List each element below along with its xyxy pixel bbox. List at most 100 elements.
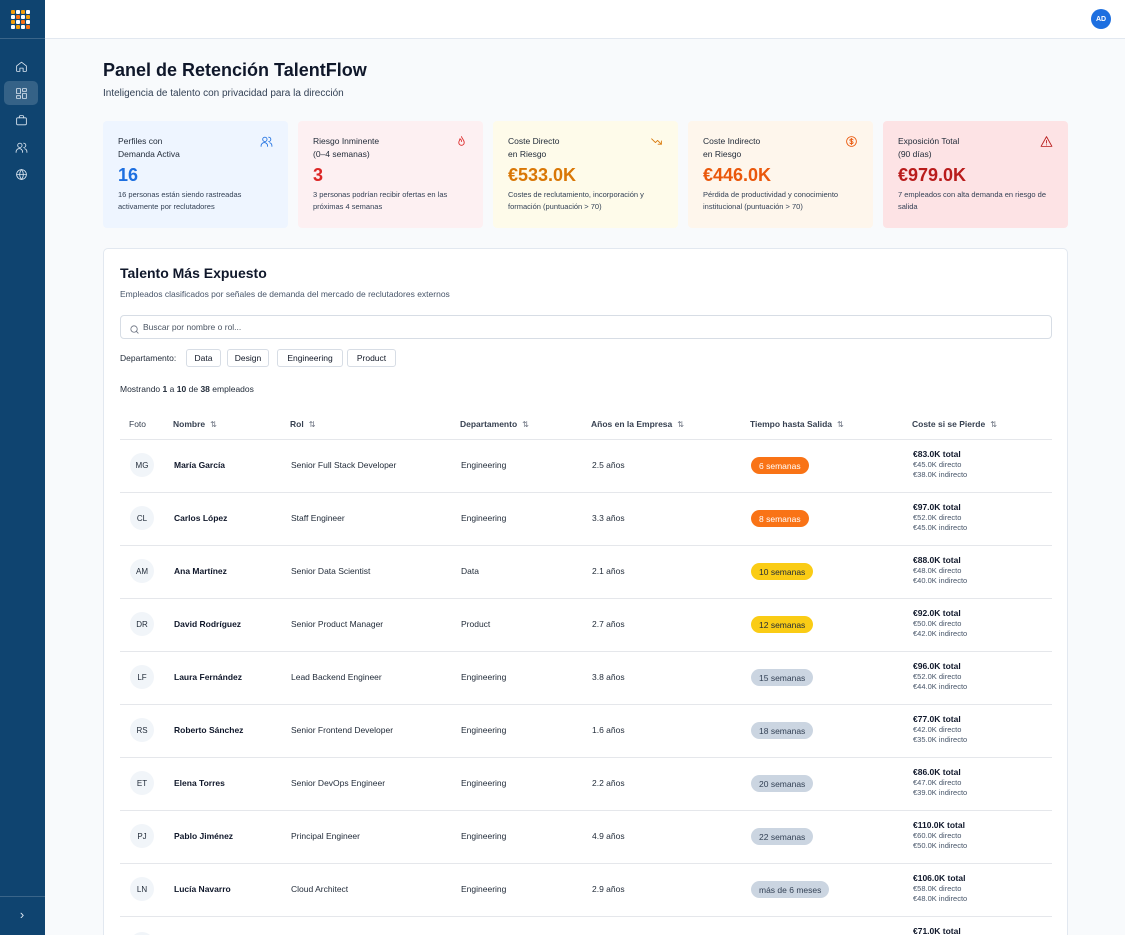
kpi-value: €446.0K xyxy=(703,165,772,185)
kpi-value: €533.0K xyxy=(508,165,577,185)
avatar: LF xyxy=(130,665,154,689)
row-divider xyxy=(120,598,1052,599)
column-header[interactable]: Departamento ⇅ xyxy=(460,419,529,429)
department-filter-label: Departamento: xyxy=(120,353,177,363)
row-divider xyxy=(120,916,1052,917)
table-row[interactable]: MG María García Senior Full Stack Develope… xyxy=(104,439,1069,492)
employee-department: Engineering xyxy=(461,513,507,523)
employee-department: Engineering xyxy=(461,460,507,470)
row-divider xyxy=(120,704,1052,705)
results-count: Mostrando 1 a 10 de 38 empleados xyxy=(120,384,254,394)
table-row[interactable]: LN Lucía Navarro Cloud Architect Engineerin… xyxy=(104,863,1069,916)
sort-icon[interactable]: ⇅ xyxy=(308,419,316,429)
employee-role: Staff Engineer xyxy=(291,513,345,523)
department-filter-design[interactable]: Design xyxy=(227,349,269,367)
kpi-card: Riesgo Inminente (0–4 semanas) 3 3 personas… xyxy=(298,121,483,228)
avatar: LN xyxy=(130,877,154,901)
employee-department: Engineering xyxy=(461,778,507,788)
globe-icon xyxy=(15,168,27,180)
table-row[interactable]: LF Laura Fernández Lead Backend Engineer En… xyxy=(104,651,1069,704)
sidebar-item-dashboard[interactable] xyxy=(4,81,38,105)
sidebar-item-home[interactable] xyxy=(4,54,38,78)
loss-cost: €88.0K total €48.0K directo €40.0K indirec… xyxy=(913,555,968,585)
loss-cost: €83.0K total €45.0K directo €38.0K indirec… xyxy=(913,449,968,479)
row-divider xyxy=(120,492,1052,493)
employee-department: Engineering xyxy=(461,831,507,841)
user-avatar[interactable]: AD xyxy=(1091,9,1111,29)
employee-tenure: 2.7 años xyxy=(592,619,625,629)
sort-icon[interactable]: ⇅ xyxy=(522,419,529,429)
search-input[interactable] xyxy=(143,319,1033,335)
employee-role: Principal Engineer xyxy=(291,831,360,841)
dashboard-icon xyxy=(15,87,27,99)
talentflow-logo-icon[interactable] xyxy=(9,8,33,30)
loss-cost: €86.0K total €47.0K directo €39.0K indirec… xyxy=(913,767,968,797)
table-row[interactable]: €71.0K total xyxy=(104,916,1069,935)
row-divider xyxy=(120,545,1052,546)
sort-icon[interactable]: ⇅ xyxy=(837,419,844,429)
loss-cost: €96.0K total €52.0K directo €44.0K indirec… xyxy=(913,661,968,691)
column-header[interactable]: Rol ⇅ xyxy=(290,419,316,429)
dollar-circle-icon xyxy=(845,135,858,148)
sidebar-item-globe[interactable] xyxy=(4,162,38,186)
column-header[interactable]: Tiempo hasta Salida ⇅ xyxy=(750,419,844,429)
kpi-label: Coste Indirecto en Riesgo xyxy=(703,136,761,159)
loss-cost: €106.0K total €58.0K directo €48.0K indire… xyxy=(913,873,968,903)
kpi-description: Costes de reclutamiento, incorporación y… xyxy=(508,190,644,211)
department-filter-engineering[interactable]: Engineering xyxy=(277,349,343,367)
sort-icon[interactable]: ⇅ xyxy=(990,419,997,429)
row-divider xyxy=(120,810,1052,811)
exposed-talent-card: Talento Más Expuesto Empleados clasifica… xyxy=(103,248,1068,935)
employee-role: Senior Product Manager xyxy=(291,619,384,629)
sidebar-item-briefcase[interactable] xyxy=(4,108,38,132)
employee-tenure: 2.2 años xyxy=(592,778,625,788)
time-to-exit-badge: 10 semanas xyxy=(751,563,814,580)
time-to-exit-badge: 18 semanas xyxy=(751,722,814,739)
employee-department: Data xyxy=(461,566,479,576)
loss-cost: €92.0K total €50.0K directo €42.0K indirec… xyxy=(913,608,968,638)
kpi-description: 3 personas podrían recibir ofertas en la… xyxy=(313,190,448,211)
row-divider xyxy=(120,651,1052,652)
department-filter-product[interactable]: Product xyxy=(347,349,396,367)
table-row[interactable]: ET Elena Torres Senior DevOps Engineer Engi… xyxy=(104,757,1069,810)
employee-name: Pablo Jiménez xyxy=(174,831,234,841)
employee-tenure: 2.9 años xyxy=(592,884,625,894)
column-header[interactable]: Nombre ⇅ xyxy=(173,419,217,429)
users-icon xyxy=(260,135,273,148)
chevron-right-icon[interactable]: › xyxy=(19,906,25,922)
table-row[interactable]: DR David Rodríguez Senior Product Manager P… xyxy=(104,598,1069,651)
column-header: Foto xyxy=(129,419,147,429)
loss-cost: €77.0K total €42.0K directo €35.0K indirec… xyxy=(913,714,968,744)
sort-icon[interactable]: ⇅ xyxy=(210,419,217,429)
alert-triangle-icon xyxy=(1040,135,1053,148)
row-divider xyxy=(120,757,1052,758)
card-title: Talento Más Expuesto xyxy=(120,265,267,281)
time-to-exit-badge: 8 semanas xyxy=(751,510,809,527)
row-divider xyxy=(120,863,1052,864)
employee-name: Lucía Navarro xyxy=(174,884,231,894)
sidebar: › xyxy=(0,0,45,935)
time-to-exit-badge: más de 6 meses xyxy=(751,881,830,898)
employee-name: David Rodríguez xyxy=(174,619,242,629)
loss-cost: €71.0K total xyxy=(913,926,961,935)
table-row[interactable]: CL Carlos López Staff Engineer Engineering 3… xyxy=(104,492,1069,545)
employee-name: María García xyxy=(174,460,226,470)
table-row[interactable]: AM Ana Martínez Senior Data Scientist Data 2… xyxy=(104,545,1069,598)
employee-tenure: 2.5 años xyxy=(592,460,625,470)
kpi-card: Coste Indirecto en Riesgo €446.0K Pérdida d… xyxy=(688,121,873,228)
table-row[interactable]: RS Roberto Sánchez Senior Frontend Develop… xyxy=(104,704,1069,757)
avatar: CL xyxy=(130,506,154,530)
employee-name: Ana Martínez xyxy=(174,566,227,576)
department-filter-data[interactable]: Data xyxy=(186,349,221,367)
time-to-exit-badge: 15 semanas xyxy=(751,669,814,686)
column-header[interactable]: Coste si se Pierde ⇅ xyxy=(912,419,997,429)
column-header[interactable]: Años en la Empresa ⇅ xyxy=(591,419,684,429)
time-to-exit-badge: 22 semanas xyxy=(751,828,814,845)
top-bar: AD xyxy=(45,0,1125,39)
employee-role: Senior Frontend Developer xyxy=(291,725,394,735)
kpi-value: €979.0K xyxy=(898,165,967,185)
table-row[interactable]: PJ Pablo Jiménez Principal Engineer Enginee… xyxy=(104,810,1069,863)
sidebar-item-people[interactable] xyxy=(4,135,38,159)
avatar xyxy=(130,932,154,935)
sort-icon[interactable]: ⇅ xyxy=(677,419,684,429)
